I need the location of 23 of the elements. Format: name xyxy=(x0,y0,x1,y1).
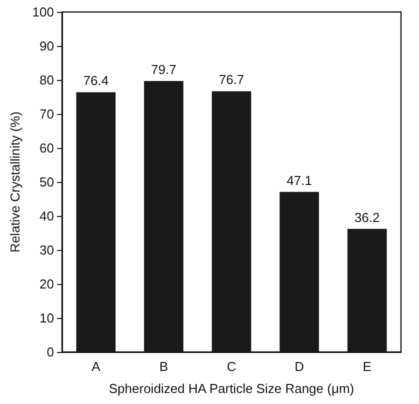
y-axis-title: Relative Crystallinity (%) xyxy=(7,112,22,252)
y-tick-label: 60 xyxy=(40,140,54,156)
x-tick-label: D xyxy=(294,359,304,374)
data-label: 76.4 xyxy=(83,73,109,88)
y-tick-label: 80 xyxy=(40,72,54,88)
y-tick-label: 90 xyxy=(40,38,54,54)
data-label: 79.7 xyxy=(151,62,176,78)
x-tick-label: A xyxy=(92,359,101,374)
y-tick-label: 50 xyxy=(40,174,54,190)
x-tick-label: C xyxy=(226,359,236,374)
x-tick-label: B xyxy=(159,359,168,374)
y-tick-label: 0 xyxy=(46,344,54,360)
data-label: 47.1 xyxy=(286,172,312,188)
y-tick-label: 20 xyxy=(40,276,54,292)
data-label: 36.2 xyxy=(354,210,380,225)
y-tick-label: 10 xyxy=(40,310,54,326)
y-tick-label: 100 xyxy=(32,4,54,20)
data-label: 76.7 xyxy=(218,72,244,88)
y-tick-label: 40 xyxy=(40,208,54,224)
x-tick-label: E xyxy=(362,359,372,374)
y-tick-label: 30 xyxy=(40,242,54,258)
x-axis-title: Spheroidized HA Particle Size Range (μm) xyxy=(108,381,354,396)
y-tick-label: 70 xyxy=(40,106,54,122)
